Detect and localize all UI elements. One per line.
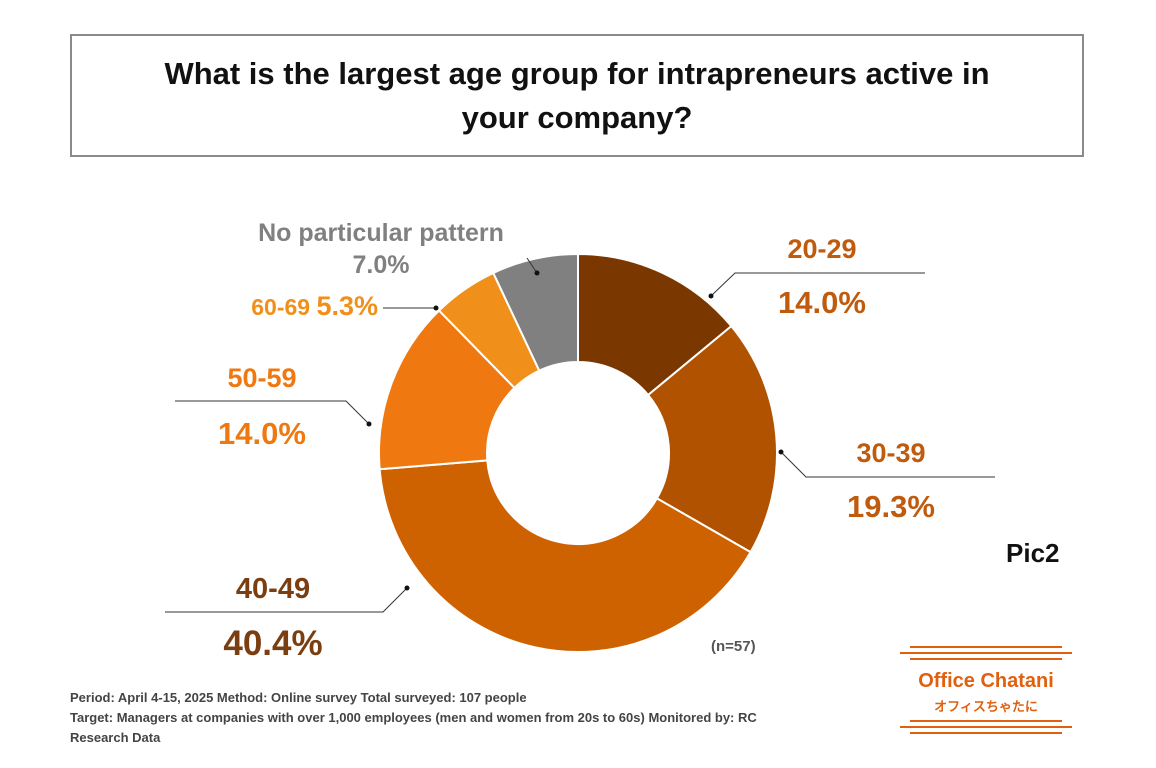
- slice-label-30-39: 30-39: [856, 438, 925, 468]
- leader-dot-20-29: [708, 293, 714, 299]
- slice-label-20-29: 20-29: [787, 234, 856, 264]
- chart-title: What is the largest age group for intrap…: [164, 55, 990, 135]
- leader-line-50-59: [175, 400, 370, 425]
- footnote: Period: April 4-15, 2025 Method: Online …: [70, 688, 870, 748]
- slice-label-50-59: 50-59: [227, 363, 296, 393]
- leader-dot-40-49: [404, 585, 410, 591]
- sample-size-label: (n=57): [711, 638, 756, 655]
- leader-dot-60-69: [433, 305, 439, 311]
- slice-30-39: [646, 324, 778, 554]
- leader-line-20-29: [710, 272, 925, 297]
- logo-name: Office Chatani: [918, 670, 1054, 692]
- slice-value-40-49: 40.4%: [223, 624, 322, 663]
- leader-dot-no-particular-pattern: [534, 270, 540, 276]
- slice-40-49: [378, 459, 752, 653]
- footnote-line-1: Period: April 4-15, 2025 Method: Online …: [70, 690, 527, 705]
- footnote-line-3: Research Data: [70, 730, 161, 745]
- leader-line-30-39: [780, 451, 995, 478]
- slice-value-no-particular-pattern: 7.0%: [353, 251, 410, 279]
- slice-value-20-29: 14.0%: [778, 285, 866, 320]
- logo-top-lines: [900, 646, 1072, 664]
- slice-label-60-69: 60-69 5.3%: [251, 291, 378, 321]
- slice-label-no-particular-pattern: No particular pattern: [258, 219, 504, 247]
- office-chatani-logo: Office Chatani オフィスちゃたに: [900, 646, 1072, 738]
- slice-label-40-49: 40-49: [236, 573, 310, 605]
- logo-bottom-lines: [900, 720, 1072, 738]
- slice-no-particular-pattern: [491, 252, 579, 372]
- pic-annotation: Pic2: [1006, 538, 1060, 568]
- slice-value-30-39: 19.3%: [847, 489, 935, 524]
- chart-title-box: What is the largest age group for intrap…: [70, 34, 1084, 157]
- footnote-line-2: Target: Managers at companies with over …: [70, 710, 757, 725]
- leader-dot-50-59: [366, 421, 372, 427]
- logo-name-jp: オフィスちゃたに: [934, 700, 1038, 715]
- leader-line-no-particular-pattern: [526, 257, 538, 274]
- leader-line-40-49: [165, 587, 408, 613]
- leader-dot-30-39: [778, 449, 784, 455]
- slice-value-50-59: 14.0%: [218, 416, 306, 451]
